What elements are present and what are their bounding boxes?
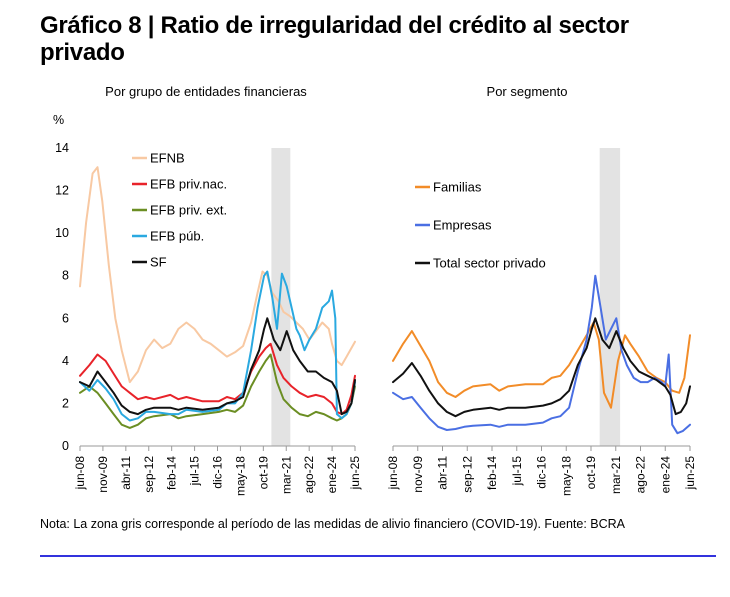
legend-label-2: EFB priv. ext. [150,203,227,218]
right-panel-subtitle: Por segmento [487,84,568,99]
x-tick-label: jul-15 [188,456,202,487]
x-tick-label: nov-09 [96,456,110,493]
legend-label-0: Familias [433,180,482,195]
shaded-period [271,148,291,446]
y-tick-label: 0 [62,439,69,453]
x-tick-label: abr-11 [119,456,133,490]
y-tick-label: 6 [62,311,69,325]
legend-label-3: EFB púb. [150,229,204,244]
x-tick-label: dic-16 [535,456,549,489]
legend-label-0: EFNB [150,151,185,166]
figure-note: Nota: La zona gris corresponde al períod… [40,517,626,531]
series-line-0 [392,321,691,409]
x-tick-label: nov-09 [411,456,425,493]
y-tick-label: 10 [55,226,69,240]
series-line-2 [392,317,691,418]
bottom-rule [40,555,716,557]
legend-label-2: Total sector privado [433,256,546,271]
x-tick-label: may-18 [559,456,573,496]
y-axis-unit: % [53,113,64,127]
x-tick-label: oct-19 [584,456,598,490]
x-tick-label: mar-21 [279,456,293,494]
x-tick-label: sep-12 [460,456,474,493]
shaded-period [599,148,621,446]
series-line-1 [392,274,691,435]
x-tick-label: jul-15 [510,456,524,487]
x-tick-label: jun-25 [683,456,697,491]
x-tick-label: abr-11 [436,456,450,490]
figure-title: Gráfico 8 | Ratio de irregularidad del c… [40,12,629,66]
x-tick-label: ene-24 [658,456,672,494]
x-tick-label: feb-14 [165,456,179,490]
x-tick-label: may-18 [233,456,247,496]
legend-label-1: Empresas [433,218,492,233]
x-tick-label: ago-22 [634,456,648,494]
y-tick-label: 8 [62,269,69,283]
y-tick-label: 2 [62,396,69,410]
chart-panel-0: 0 2 4 6 8 10 12 14 jun-08 nov-09 abr-11 sep-12 feb-1… [55,141,362,496]
left-panel-subtitle: Por grupo de entidades financieras [105,84,307,99]
x-tick-label: jun-25 [348,456,362,491]
y-tick-label: 12 [55,184,69,198]
x-tick-label: sep-12 [142,456,156,493]
series-line-0 [79,166,356,384]
legend-label-1: EFB priv.nac. [150,177,227,192]
x-tick-label: jun-08 [73,456,87,491]
x-tick-label: mar-21 [609,456,623,494]
x-tick-label: jun-08 [386,456,400,491]
chart-area: Por grupo de entidades financieras Por s… [53,84,697,496]
y-tick-label: 14 [55,141,69,155]
x-tick-label: dic-16 [211,456,225,489]
y-tick-label: 4 [62,354,69,368]
series-line-2 [79,353,356,429]
chart-panel-1: jun-08 nov-09 abr-11 sep-12 feb-14 jul-15 dic-… [386,148,697,496]
x-tick-label: ago-22 [302,456,316,494]
x-tick-label: oct-19 [256,456,270,490]
series-line-3 [79,270,356,422]
legend-label-4: SF [150,255,167,270]
series-line-4 [79,317,356,416]
x-tick-label: ene-24 [325,456,339,494]
x-tick-label: feb-14 [485,456,499,490]
